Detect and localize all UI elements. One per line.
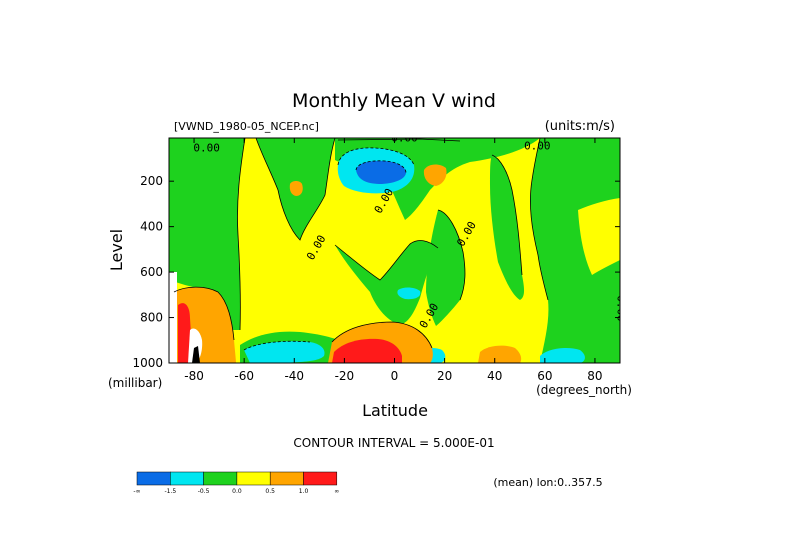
legend-swatch: [269, 471, 304, 486]
x-tick-label: 40: [487, 369, 502, 383]
contour-label: 0.00: [193, 142, 220, 155]
y-tick-label: 1000: [132, 356, 163, 370]
legend-tick-label: -1.5: [164, 488, 176, 495]
contour-region-upper-orange-south: [289, 181, 303, 196]
x-tick-label: -80: [184, 369, 204, 383]
contour-label: 0.00: [524, 139, 551, 152]
x-tick-label: 0: [391, 369, 399, 383]
contour-region-tropical-mid: [335, 240, 438, 325]
contour-region-northern-midlat: [490, 155, 525, 300]
contour-region-northern-high: [530, 138, 620, 363]
y-units-label: (millibar): [108, 376, 162, 390]
mean-label: (mean) lon:0..357.5: [493, 476, 602, 489]
x-tick-label: -40: [284, 369, 304, 383]
x-tick-label: -60: [234, 369, 254, 383]
contour-region-mid-cyan: [397, 287, 421, 300]
contour-region-northern-high-gap: [578, 198, 620, 275]
legend-tick-label: 1.0: [299, 488, 309, 495]
y-axis-label: Level: [107, 229, 126, 271]
contour-interval-label: CONTOUR INTERVAL = 5.000E-01: [293, 436, 494, 450]
legend-tick-label: -∞: [133, 488, 140, 495]
x-axis-label: Latitude: [362, 401, 428, 420]
contour-region-jet-core: [356, 160, 406, 184]
contour-region-surface-red: [332, 338, 402, 363]
x-tick-label: 80: [587, 369, 602, 383]
color-legend: -∞ -1.5 -0.5 0.0 0.5 1.0 ∞: [133, 471, 339, 495]
legend-end-label: ∞: [334, 488, 339, 495]
contour-label: 0.00: [391, 131, 418, 144]
x-axis: -80 -60 -40 -20 0 20 40 60 80: [184, 138, 603, 383]
contour-region-southern-surface-cyan: [244, 341, 325, 363]
contour-region-surface-orange-north: [478, 345, 522, 363]
contour-region-upper-orange-north: [423, 164, 447, 186]
x-units-label: (degrees_north): [536, 383, 632, 397]
contour-region-surface-cyan-b: [540, 348, 585, 363]
legend-swatch: [236, 471, 271, 486]
y-tick-label: 400: [140, 220, 163, 234]
y-tick-label: 200: [140, 174, 163, 188]
y-tick-label: 800: [140, 311, 163, 325]
dataset-label: [VWND_1980-05_NCEP.nc]: [174, 120, 319, 133]
legend-swatch: [203, 471, 238, 486]
legend-swatch: [136, 471, 171, 486]
units-label: (units:m/s): [545, 119, 615, 134]
legend-tick-label: 0.0: [232, 488, 242, 495]
chart-title: Monthly Mean V wind: [292, 90, 496, 112]
contour-region-southern-polar: [169, 138, 245, 330]
x-tick-label: 20: [437, 369, 452, 383]
y-axis: 200 400 600 800 1000: [132, 174, 620, 370]
legend-tick-label: -0.5: [198, 488, 210, 495]
x-tick-label: 60: [537, 369, 552, 383]
y-tick-label: 600: [140, 265, 163, 279]
legend-swatch: [170, 471, 204, 486]
legend-tick-label: 0.5: [265, 488, 275, 495]
contour-label: 0.00: [614, 295, 627, 322]
contour-lines: [173, 138, 549, 351]
contour-region-tropical-north: [426, 210, 465, 326]
plot-area: 0.000.00 0.000.000.00 0.000.00 0.00: [169, 131, 627, 363]
x-tick-label: -20: [335, 369, 355, 383]
legend-swatch: [303, 471, 338, 486]
